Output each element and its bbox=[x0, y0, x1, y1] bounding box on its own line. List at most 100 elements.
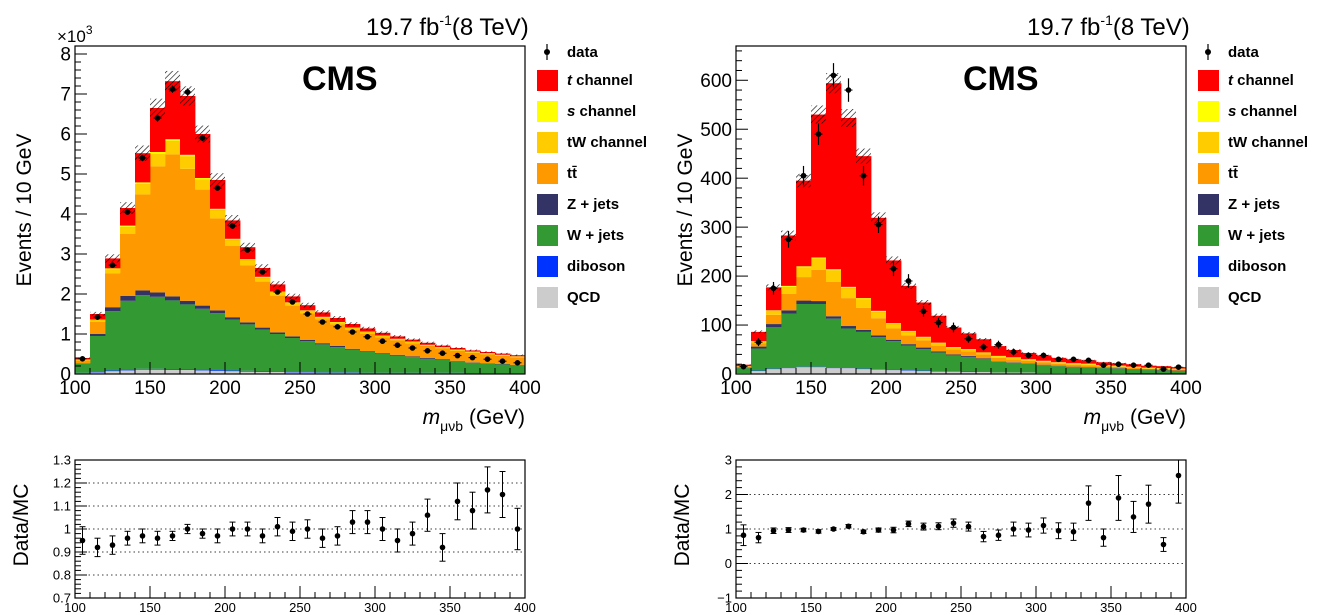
bar-tt- bbox=[1111, 366, 1127, 369]
left-ratio-y-label: Data/MC bbox=[10, 484, 33, 567]
bar-z-jets bbox=[871, 335, 887, 338]
bar-w-jets bbox=[946, 355, 962, 372]
y-tick-label: 1 bbox=[64, 522, 71, 537]
ratio-point bbox=[364, 519, 371, 525]
ratio-point bbox=[499, 491, 506, 498]
bar-w-jets bbox=[1156, 370, 1172, 374]
left-ratio-grid bbox=[75, 482, 525, 576]
bar-tw-channel bbox=[375, 336, 391, 338]
bar-z-jets bbox=[901, 344, 917, 346]
data-point bbox=[800, 172, 807, 179]
bar-w-jets bbox=[450, 361, 466, 373]
legend-label: tt̄ bbox=[1228, 165, 1238, 182]
ratio-point bbox=[1130, 514, 1137, 520]
ratio-point bbox=[214, 533, 221, 539]
bar-t-channel bbox=[811, 114, 827, 258]
bar-t-channel bbox=[180, 96, 196, 155]
bar-tw-channel bbox=[856, 299, 872, 308]
y-tick-label: 0.7 bbox=[53, 591, 71, 606]
x-tick-label: 300 bbox=[359, 378, 391, 399]
x-tick-label: 300 bbox=[1025, 600, 1047, 615]
ratio-point bbox=[289, 528, 296, 535]
uncertainty-hatch bbox=[886, 256, 901, 265]
y-tick-label: 6 bbox=[60, 125, 71, 146]
data-point bbox=[1115, 361, 1122, 368]
bar-tt- bbox=[90, 322, 106, 334]
ratio-point bbox=[184, 526, 191, 532]
bar-qcd bbox=[781, 368, 797, 374]
legend-swatch bbox=[537, 101, 558, 122]
ratio-point bbox=[1175, 472, 1182, 479]
data-point bbox=[124, 209, 131, 215]
bar-tw-channel bbox=[1006, 357, 1022, 360]
bar-tt- bbox=[1081, 365, 1097, 368]
y-tick-label: 2 bbox=[60, 285, 71, 306]
bar-qcd bbox=[210, 370, 226, 374]
bar-w-jets bbox=[991, 361, 1007, 373]
right-ratio-points bbox=[740, 459, 1182, 552]
data-point bbox=[950, 324, 957, 331]
ratio-point bbox=[800, 527, 807, 533]
bar-tt- bbox=[991, 357, 1007, 362]
bar-tt- bbox=[1006, 359, 1022, 363]
ratio-point bbox=[229, 526, 236, 532]
y-tick-label: 5 bbox=[60, 165, 71, 186]
legend-swatch bbox=[1198, 256, 1219, 277]
bar-z-jets bbox=[375, 353, 391, 354]
uncertainty-hatch bbox=[345, 322, 360, 326]
bar-s-channel bbox=[225, 238, 241, 240]
y-tick-label: 1.2 bbox=[53, 476, 71, 491]
ratio-point bbox=[79, 537, 86, 544]
bar-tt- bbox=[120, 234, 136, 296]
bar-t-channel bbox=[210, 180, 226, 209]
bar-qcd bbox=[931, 371, 947, 374]
right-y-axis-label: Events / 10 GeV bbox=[674, 134, 697, 287]
data-point bbox=[94, 314, 101, 321]
right-ratio-y-label: Data/MC bbox=[671, 484, 694, 567]
ratio-point bbox=[1115, 495, 1122, 501]
legend-label-data: data bbox=[1228, 44, 1260, 61]
data-point bbox=[259, 269, 266, 275]
ratio-point bbox=[304, 526, 311, 532]
data-point bbox=[845, 87, 852, 93]
bar-tt- bbox=[1141, 368, 1157, 370]
uncertainty-hatch bbox=[841, 109, 856, 127]
uncertainty-hatch bbox=[210, 173, 225, 187]
right-main-plot: 100 150 200 250 300 350 4000100200300400500600… bbox=[674, 12, 1308, 434]
y-tick-label: 100 bbox=[700, 316, 732, 337]
x-tick-label: 250 bbox=[950, 600, 972, 615]
bar-qcd bbox=[991, 372, 1007, 374]
bar-z-jets bbox=[826, 316, 842, 319]
bar-z-jets bbox=[435, 359, 451, 360]
bar-tt- bbox=[916, 340, 932, 348]
x-tick-label: 200 bbox=[209, 378, 241, 399]
data-point bbox=[755, 339, 762, 345]
bar-s-channel bbox=[796, 266, 812, 268]
bar-tt- bbox=[1171, 369, 1187, 371]
bar-w-jets bbox=[976, 359, 992, 373]
bar-z-jets bbox=[931, 351, 947, 353]
ratio-point bbox=[274, 523, 281, 530]
ratio-point bbox=[1145, 501, 1152, 507]
legend-swatch bbox=[1198, 287, 1219, 308]
uncertainty-hatch bbox=[360, 326, 375, 330]
ratio-point bbox=[514, 526, 521, 532]
bar-diboson bbox=[135, 368, 151, 370]
uncertainty-hatch bbox=[510, 354, 525, 356]
bar-tt- bbox=[300, 313, 316, 340]
data-point bbox=[439, 350, 446, 357]
legend-label: tW channel bbox=[1228, 134, 1308, 151]
uncertainty-hatch bbox=[465, 349, 480, 352]
bar-s-channel bbox=[826, 269, 842, 271]
bar-tw-channel bbox=[781, 286, 797, 294]
legend-label: diboson bbox=[567, 258, 625, 275]
y-tick-label: 600 bbox=[700, 71, 732, 92]
bar-w-jets bbox=[781, 313, 797, 368]
bar-tw-channel bbox=[135, 184, 151, 195]
y-tick-label: 4 bbox=[60, 205, 71, 226]
bar-tt- bbox=[841, 298, 857, 327]
ratio-point bbox=[1055, 527, 1062, 534]
data-point bbox=[514, 360, 521, 366]
